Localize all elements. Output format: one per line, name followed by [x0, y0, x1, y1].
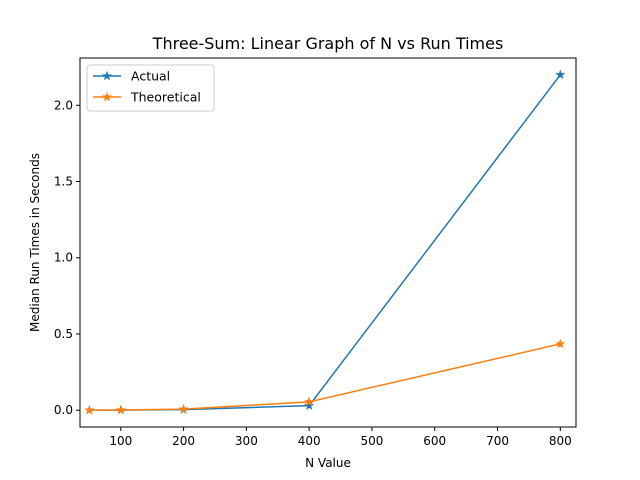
series-layer	[84, 69, 566, 415]
legend-label: Theoretical	[130, 90, 201, 105]
legend-item-actual: Actual	[93, 69, 170, 84]
x-tick-label: 200	[172, 434, 195, 448]
legend-items: Actual Theoretical	[93, 69, 201, 105]
x-tick-label: 100	[109, 434, 132, 448]
y-tick-label: 1.0	[54, 251, 73, 265]
y-axis-ticks: 0.0 0.5 1.0 1.5 2.0	[54, 98, 80, 417]
y-tick-label: 1.5	[54, 175, 73, 189]
legend-label: Actual	[131, 69, 170, 84]
data-point-theoretical	[84, 404, 95, 415]
legend-marker	[101, 91, 113, 102]
data-point-theoretical	[555, 338, 566, 349]
data-point-theoretical	[178, 403, 189, 414]
y-tick-label: 2.0	[54, 98, 73, 112]
legend: Actual Theoretical	[86, 64, 215, 112]
y-tick-label: 0.0	[54, 403, 73, 417]
plot-area	[79, 57, 577, 428]
x-axis-ticks: 100 200 300 400 500 600 700 800	[109, 427, 572, 448]
legend-marker	[101, 70, 113, 81]
chart-title: Three-Sum: Linear Graph of N vs Run Time…	[152, 34, 504, 53]
y-tick-label: 0.5	[54, 327, 73, 341]
y-axis-label: Median Run Times in Seconds	[28, 153, 42, 332]
x-tick-label: 600	[423, 434, 446, 448]
data-point-theoretical	[115, 404, 126, 415]
x-tick-label: 300	[235, 434, 258, 448]
x-tick-label: 800	[549, 434, 572, 448]
axes-frame	[79, 57, 577, 428]
legend-item-theoretical: Theoretical	[93, 90, 201, 105]
data-point-theoretical	[304, 396, 315, 407]
data-point-actual	[304, 400, 315, 410]
x-tick-label: 400	[298, 434, 321, 448]
x-axis-label: N Value	[305, 456, 351, 470]
x-tick-label: 700	[486, 434, 509, 448]
x-tick-label: 500	[360, 434, 383, 448]
series-theoretical	[84, 338, 566, 415]
data-point-actual	[555, 69, 566, 80]
